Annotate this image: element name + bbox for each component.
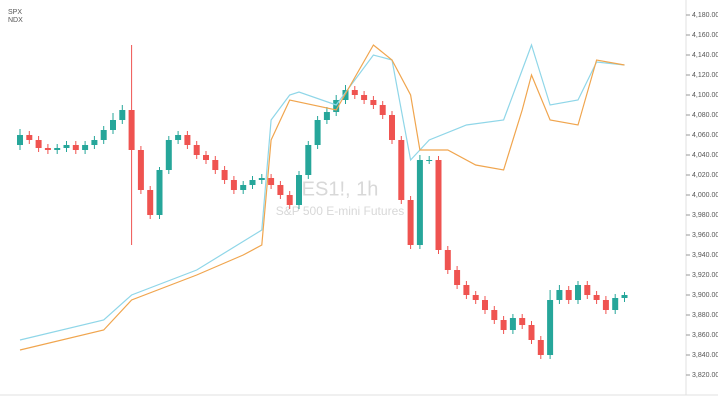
candle-body bbox=[435, 160, 442, 250]
candle-body bbox=[528, 325, 535, 340]
candle-body bbox=[35, 140, 42, 148]
candle-body bbox=[351, 90, 358, 95]
candle-body bbox=[147, 190, 154, 215]
candle-body bbox=[110, 120, 116, 130]
candle-body bbox=[268, 178, 275, 185]
candle-body bbox=[286, 195, 293, 205]
candle-body bbox=[361, 95, 368, 100]
candle-body bbox=[212, 160, 219, 170]
candle-body bbox=[491, 310, 498, 320]
candle-body bbox=[221, 170, 228, 180]
candle-body bbox=[454, 270, 461, 285]
candle-body bbox=[575, 285, 581, 300]
candle-body bbox=[44, 148, 51, 150]
candle-body bbox=[379, 105, 386, 115]
candle-body bbox=[472, 295, 479, 300]
candle-body bbox=[184, 135, 191, 145]
candle-body bbox=[556, 290, 563, 300]
watermark-title: ES1!, 1h bbox=[302, 178, 379, 200]
y-tick-label: 4,180.00 bbox=[692, 12, 718, 19]
y-tick-label: 4,000.00 bbox=[692, 192, 718, 199]
candle-body bbox=[165, 140, 172, 170]
candle-body bbox=[26, 135, 33, 140]
candle-body bbox=[584, 285, 591, 295]
candle-body bbox=[547, 300, 554, 355]
candle-body bbox=[342, 90, 349, 100]
candle-body bbox=[277, 185, 284, 195]
candle-body bbox=[137, 150, 144, 190]
candle-body bbox=[537, 340, 544, 355]
candle-body bbox=[407, 200, 414, 245]
candle-body bbox=[240, 185, 247, 190]
candle-body bbox=[398, 140, 405, 200]
candle-body bbox=[593, 295, 600, 300]
candle-body bbox=[72, 145, 79, 150]
y-tick-label: 4,100.00 bbox=[692, 92, 718, 99]
y-tick-label: 3,980.00 bbox=[692, 212, 718, 219]
candle-body bbox=[323, 112, 330, 120]
compare-line bbox=[19, 44, 625, 351]
candle-body bbox=[612, 298, 619, 310]
candle-body bbox=[621, 295, 628, 298]
y-tick-label: 3,960.00 bbox=[692, 232, 718, 239]
y-tick-label: 4,080.00 bbox=[692, 112, 718, 119]
y-tick-label: 4,020.00 bbox=[692, 172, 718, 179]
candle-body bbox=[565, 290, 572, 300]
candle-body bbox=[91, 140, 98, 145]
candle-body bbox=[482, 300, 488, 310]
candle-body bbox=[100, 130, 107, 140]
y-tick-label: 4,060.00 bbox=[692, 132, 718, 139]
y-tick-label: 4,120.00 bbox=[692, 72, 718, 79]
candle-body bbox=[602, 300, 609, 310]
candle-body bbox=[128, 110, 135, 150]
candle-body bbox=[193, 145, 200, 155]
candle-body bbox=[463, 285, 470, 295]
y-tick-label: 3,860.00 bbox=[692, 332, 718, 339]
candle-body bbox=[82, 145, 89, 150]
y-tick-label: 3,840.00 bbox=[692, 352, 718, 359]
legend-entry: NDX bbox=[8, 17, 23, 24]
candle-body bbox=[519, 318, 526, 325]
candle-body bbox=[416, 160, 423, 245]
legend-entry: SPX bbox=[8, 9, 22, 16]
y-tick-label: 3,940.00 bbox=[692, 252, 718, 259]
candle-body bbox=[156, 170, 163, 215]
candle-body bbox=[314, 120, 321, 145]
candle-body bbox=[249, 180, 256, 185]
candle-body bbox=[444, 250, 451, 270]
candle-body bbox=[509, 318, 516, 330]
y-tick-label: 3,900.00 bbox=[692, 292, 718, 299]
candle-body bbox=[370, 100, 377, 105]
candle-body bbox=[63, 145, 70, 148]
candle-body bbox=[296, 175, 302, 205]
candle-body bbox=[426, 160, 433, 161]
candle-body bbox=[333, 100, 340, 112]
candle-body bbox=[258, 178, 265, 180]
candle-body bbox=[54, 148, 61, 150]
candle-body bbox=[230, 180, 237, 190]
candle-body bbox=[17, 135, 23, 145]
y-tick-label: 3,820.00 bbox=[692, 372, 718, 379]
y-tick-label: 4,140.00 bbox=[692, 52, 718, 59]
watermark-subtitle: S&P 500 E-mini Futures bbox=[276, 204, 405, 218]
candle-body bbox=[119, 110, 126, 120]
candle-body bbox=[175, 135, 182, 140]
candle-body bbox=[500, 320, 507, 330]
candle-body bbox=[203, 155, 209, 160]
y-tick-label: 3,920.00 bbox=[692, 272, 718, 279]
candle-body bbox=[389, 115, 395, 140]
y-tick-label: 3,880.00 bbox=[692, 312, 718, 319]
candle-body bbox=[305, 145, 312, 175]
y-tick-label: 4,040.00 bbox=[692, 152, 718, 159]
y-tick-label: 4,160.00 bbox=[692, 32, 718, 39]
